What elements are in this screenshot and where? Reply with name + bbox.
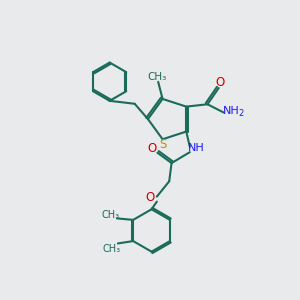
Text: O: O [215,76,225,89]
Text: 2: 2 [238,109,243,118]
Text: CH₃: CH₃ [101,210,120,220]
Text: NH: NH [188,143,205,153]
Text: NH: NH [223,106,240,116]
Text: CH₃: CH₃ [102,244,121,254]
Text: O: O [148,142,157,154]
Text: CH₃: CH₃ [147,71,166,82]
Text: O: O [146,191,155,204]
Text: S: S [159,138,166,151]
